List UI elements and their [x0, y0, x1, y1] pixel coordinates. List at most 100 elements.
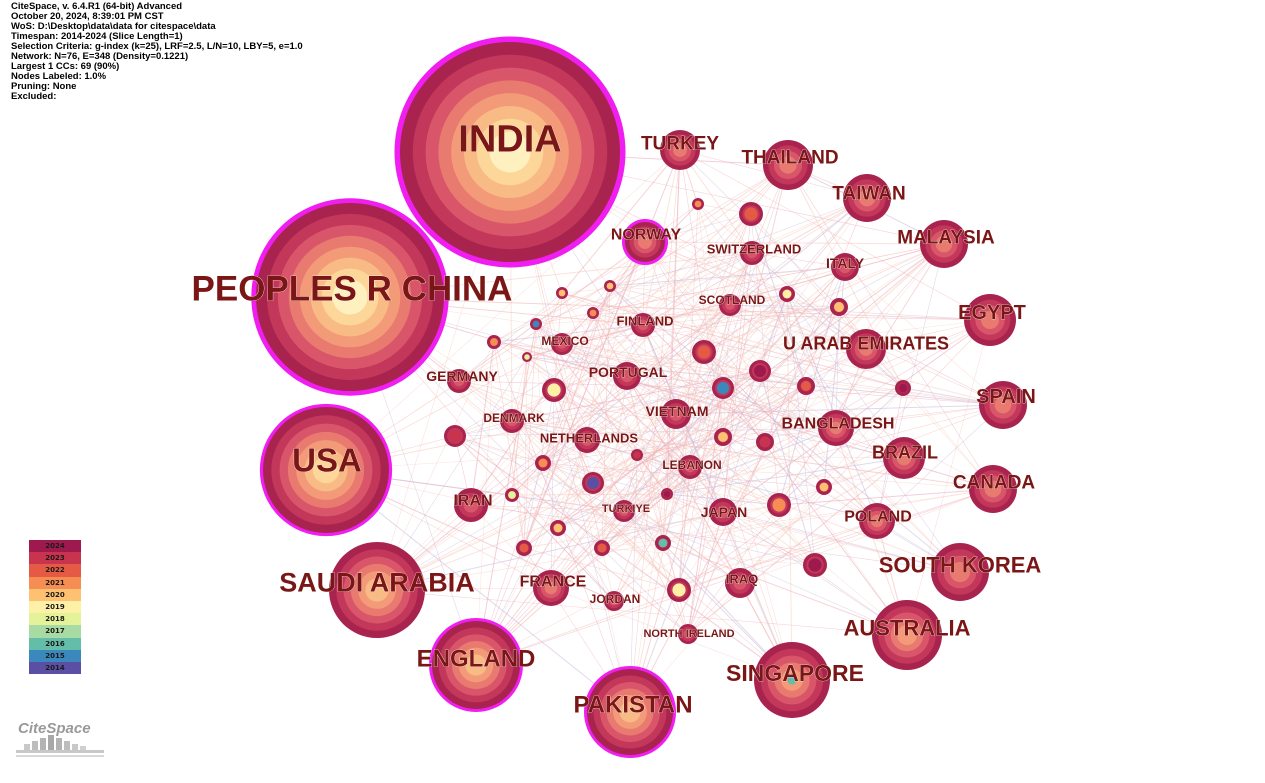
node-canada[interactable]	[969, 465, 1017, 513]
node-core	[694, 200, 702, 208]
minor-node[interactable]	[749, 360, 771, 382]
minor-node[interactable]	[667, 578, 691, 602]
node-turkiye[interactable]	[613, 500, 635, 522]
minor-node[interactable]	[516, 540, 532, 556]
network-edge	[535, 323, 689, 635]
network-edge	[662, 149, 681, 544]
minor-node[interactable]	[767, 493, 791, 517]
node-spain[interactable]	[979, 381, 1027, 429]
network-edge	[470, 504, 625, 512]
node-ring	[619, 506, 629, 516]
network-edge	[642, 324, 677, 415]
node-core	[819, 482, 829, 492]
node-england[interactable]	[429, 618, 523, 712]
node-core	[558, 289, 566, 297]
minor-node[interactable]	[712, 377, 734, 399]
network-edge	[644, 241, 945, 245]
node-singapore[interactable]	[754, 642, 830, 718]
node-ring	[746, 247, 758, 259]
network-edge	[511, 494, 615, 602]
node-ring	[838, 260, 852, 274]
minor-node[interactable]	[895, 380, 911, 396]
minor-node[interactable]	[505, 488, 519, 502]
node-ring	[557, 339, 567, 349]
network-edge	[636, 454, 905, 459]
minor-node[interactable]	[594, 540, 610, 556]
node-india[interactable]	[394, 36, 626, 268]
node-germany[interactable]	[447, 369, 471, 393]
node-peoples-r-china[interactable]	[251, 198, 449, 396]
minor-node[interactable]	[692, 340, 716, 364]
node-poland[interactable]	[859, 503, 895, 539]
node-ring	[829, 421, 843, 435]
minor-node[interactable]	[530, 318, 542, 330]
network-edge	[542, 351, 705, 464]
minor-node[interactable]	[661, 488, 673, 500]
minor-node[interactable]	[756, 433, 774, 451]
legend-year-2017: 2017	[29, 625, 81, 638]
node-mexico[interactable]	[551, 333, 573, 355]
minor-node[interactable]	[655, 535, 671, 551]
node-australia[interactable]	[872, 600, 942, 670]
minor-node[interactable]	[830, 298, 848, 316]
node-core	[716, 381, 730, 395]
node-italy[interactable]	[831, 253, 859, 281]
network-edge	[786, 293, 816, 566]
minor-node[interactable]	[739, 202, 763, 226]
node-saudi-arabia[interactable]	[329, 542, 425, 638]
minor-node[interactable]	[522, 352, 532, 362]
node-vietnam[interactable]	[661, 399, 691, 429]
node-ring	[896, 450, 912, 466]
minor-node[interactable]	[556, 287, 568, 299]
minor-node[interactable]	[631, 449, 643, 461]
node-norway[interactable]	[622, 219, 668, 265]
minor-node[interactable]	[487, 335, 501, 349]
node-pakistan[interactable]	[584, 666, 676, 758]
minor-node[interactable]	[779, 286, 795, 302]
node-scotland[interactable]	[719, 294, 741, 316]
minor-node[interactable]	[535, 455, 551, 471]
node-u-arab-emirates[interactable]	[846, 329, 886, 369]
node-lebanon[interactable]	[678, 455, 702, 479]
node-south-korea[interactable]	[931, 543, 989, 601]
node-switzerland[interactable]	[740, 241, 764, 265]
node-ring	[683, 629, 693, 639]
node-netherlands[interactable]	[574, 427, 600, 453]
node-france[interactable]	[533, 570, 569, 606]
minor-node[interactable]	[692, 198, 704, 210]
minor-node[interactable]	[816, 479, 832, 495]
node-iran[interactable]	[454, 488, 488, 522]
node-japan[interactable]	[709, 498, 737, 526]
node-north-ireland[interactable]	[678, 624, 698, 644]
network-edge	[553, 389, 691, 468]
node-iraq[interactable]	[725, 568, 755, 598]
minor-node[interactable]	[550, 520, 566, 536]
node-label-mexico: MEXICO	[541, 334, 588, 348]
minor-node[interactable]	[604, 280, 616, 292]
minor-node[interactable]	[714, 428, 732, 446]
node-brazil[interactable]	[883, 437, 925, 479]
node-finland[interactable]	[631, 313, 655, 337]
network-edge	[561, 343, 1004, 406]
network-edge	[458, 292, 563, 382]
node-jordan[interactable]	[604, 591, 624, 611]
node-bangladesh[interactable]	[818, 410, 854, 446]
minor-node[interactable]	[587, 307, 599, 319]
node-turkey[interactable]	[660, 130, 700, 170]
network-edge	[542, 436, 724, 464]
minor-node[interactable]	[803, 553, 827, 577]
node-ring	[453, 375, 465, 387]
node-usa[interactable]	[259, 403, 393, 537]
node-ring	[980, 310, 1000, 330]
minor-node[interactable]	[542, 378, 566, 402]
minor-node[interactable]	[797, 377, 815, 395]
node-taiwan[interactable]	[843, 174, 891, 222]
minor-node[interactable]	[444, 425, 466, 447]
minor-node[interactable]	[582, 472, 604, 494]
node-thailand[interactable]	[763, 140, 813, 190]
node-denmark[interactable]	[500, 409, 524, 433]
node-portugal[interactable]	[613, 362, 641, 390]
node-egypt[interactable]	[964, 294, 1016, 346]
node-malaysia[interactable]	[920, 220, 968, 268]
